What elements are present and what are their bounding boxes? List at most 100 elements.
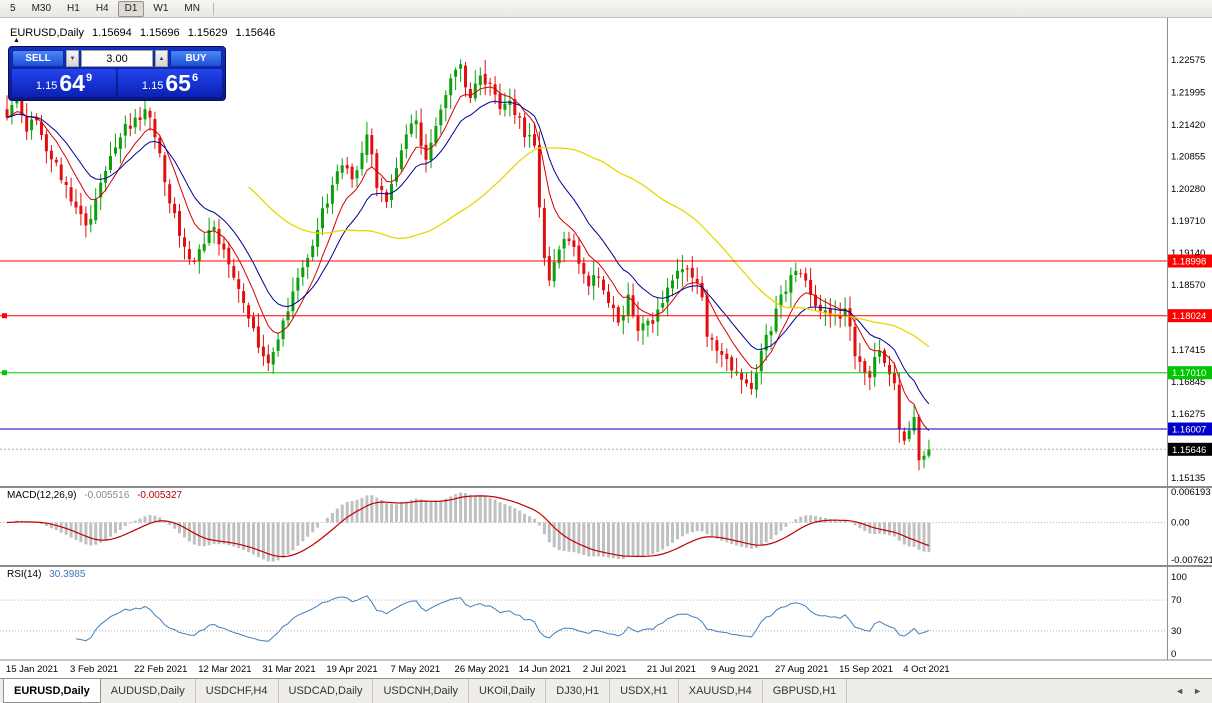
one-click-panel-toggle-icon[interactable]: ▲ xyxy=(13,37,20,44)
ohlc-low: 1.15629 xyxy=(187,27,228,39)
timeframe-button-mn[interactable]: MN xyxy=(184,2,200,14)
timeframe-button-m30[interactable]: M30 xyxy=(31,2,52,14)
macd-main-value: -0.005516 xyxy=(84,490,130,501)
price-axis: 1.22575 1.21995 1.21420 1.20855 1.20280 1.197… xyxy=(1168,55,1212,660)
chart-ohlc-title: EURUSD,Daily 1.15694 1.15696 1.15629 1.1… xyxy=(10,27,280,39)
svg-text:1.17010: 1.17010 xyxy=(1172,368,1206,379)
tab-usdx-h1[interactable]: USDX,H1 xyxy=(610,679,679,703)
svg-text:1.16845: 1.16845 xyxy=(1171,377,1205,388)
svg-text:-0.007621: -0.007621 xyxy=(1171,555,1212,566)
macd-name: MACD(12,26,9) xyxy=(7,490,77,501)
svg-text:70: 70 xyxy=(1171,595,1182,606)
svg-text:1.16275: 1.16275 xyxy=(1171,409,1205,420)
svg-text:1.20280: 1.20280 xyxy=(1171,184,1205,195)
volume-input[interactable]: 3.00 xyxy=(81,50,153,67)
timeframe-button-h4[interactable]: H4 xyxy=(95,2,109,14)
timeframe-button-h1[interactable]: H1 xyxy=(67,2,80,14)
macd-signal-value: -0.005327 xyxy=(137,490,183,501)
buy-button[interactable]: BUY xyxy=(170,50,222,67)
panel-separators xyxy=(0,18,1212,661)
tab-ukoil-daily[interactable]: UKOil,Daily xyxy=(469,679,547,703)
macd-indicator-label: MACD(12,26,9) -0.005516 -0.005327 xyxy=(7,490,182,501)
bid-point: 9 xyxy=(85,72,93,84)
chart-symbol-label: EURUSD,Daily xyxy=(10,27,84,39)
svg-text:1.18570: 1.18570 xyxy=(1171,280,1205,291)
ask-point: 6 xyxy=(191,72,199,84)
one-click-trading-panel: SELL ▼ 3.00 ▲ BUY 1.15 64 9 1.15 65 6 xyxy=(8,46,226,101)
svg-text:9 Aug 2021: 9 Aug 2021 xyxy=(711,664,759,675)
tabs-scroll-right-icon[interactable]: ► xyxy=(1193,686,1202,696)
svg-text:22 Feb 2021: 22 Feb 2021 xyxy=(134,664,187,675)
svg-text:0.006193: 0.006193 xyxy=(1171,487,1211,498)
chart-canvas[interactable]: 1.22575 1.21995 1.21420 1.20855 1.20280 1.197… xyxy=(0,18,1212,678)
volume-up-icon: ▲ xyxy=(158,55,165,62)
moving-average-lines xyxy=(6,86,930,432)
horizontal-level-lines[interactable] xyxy=(0,260,1167,450)
svg-text:0: 0 xyxy=(1171,649,1176,660)
svg-text:3 Feb 2021: 3 Feb 2021 xyxy=(70,664,118,675)
svg-text:1.18998: 1.18998 xyxy=(1172,256,1206,267)
svg-text:0.00: 0.00 xyxy=(1171,517,1190,528)
tab-eurusd-daily[interactable]: EURUSD,Daily xyxy=(3,679,101,703)
svg-text:15 Sep 2021: 15 Sep 2021 xyxy=(839,664,893,675)
svg-text:1.22575: 1.22575 xyxy=(1171,55,1205,66)
svg-text:26 May 2021: 26 May 2021 xyxy=(455,664,510,675)
svg-text:1.21420: 1.21420 xyxy=(1171,120,1205,131)
bid-prefix: 1.15 xyxy=(35,80,58,92)
tab-usdchf-h4[interactable]: USDCHF,H4 xyxy=(196,679,279,703)
svg-text:1.21995: 1.21995 xyxy=(1171,88,1205,99)
trade-panel-controls: SELL ▼ 3.00 ▲ BUY xyxy=(12,50,222,67)
timeframe-toolbar: 5 M30 H1 H4 D1 W1 MN xyxy=(0,0,1212,18)
tab-usdcnh-daily[interactable]: USDCNH,Daily xyxy=(373,679,470,703)
timeframe-button-5[interactable]: 5 xyxy=(10,2,16,14)
svg-text:31 Mar 2021: 31 Mar 2021 xyxy=(262,664,315,675)
tab-gbpusd-h1[interactable]: GBPUSD,H1 xyxy=(763,679,848,703)
svg-text:1.19140: 1.19140 xyxy=(1171,248,1205,259)
rsi-value: 30.3985 xyxy=(49,569,86,580)
timeframe-button-w1[interactable]: W1 xyxy=(153,2,169,14)
volume-increase-button[interactable]: ▲ xyxy=(155,50,168,67)
volume-decrease-button[interactable]: ▼ xyxy=(66,50,79,67)
svg-text:1.19710: 1.19710 xyxy=(1171,216,1205,227)
svg-text:100: 100 xyxy=(1171,572,1187,583)
ma-slow-line xyxy=(248,146,930,348)
ohlc-open: 1.15694 xyxy=(92,27,132,39)
svg-text:1.18024: 1.18024 xyxy=(1172,311,1206,322)
sell-button[interactable]: SELL xyxy=(12,50,64,67)
tabs-scroll-controls: ◄ ► xyxy=(1172,679,1212,703)
svg-text:1.20855: 1.20855 xyxy=(1171,152,1205,163)
tabs-scroll-left-icon[interactable]: ◄ xyxy=(1175,686,1185,696)
rsi-indicator-label: RSI(14) 30.3985 xyxy=(7,569,85,580)
rsi-series xyxy=(0,595,1167,642)
svg-text:1.17415: 1.17415 xyxy=(1171,345,1205,356)
ohlc-close: 1.15646 xyxy=(235,27,276,39)
candlestick-series xyxy=(5,59,931,471)
timeframe-button-d1[interactable]: D1 xyxy=(117,0,145,17)
bid-pips: 64 xyxy=(59,70,85,96)
tab-usdcad-daily[interactable]: USDCAD,Daily xyxy=(279,679,374,703)
svg-text:2 Jul 2021: 2 Jul 2021 xyxy=(583,664,627,675)
svg-text:21 Jul 2021: 21 Jul 2021 xyxy=(647,664,696,675)
toolbar-separator xyxy=(212,2,214,15)
ma-fast-line xyxy=(6,86,930,432)
svg-text:4 Oct 2021: 4 Oct 2021 xyxy=(903,664,949,675)
tab-dj30-h1[interactable]: DJ30,H1 xyxy=(546,679,611,703)
tab-xauusd-h4[interactable]: XAUUSD,H4 xyxy=(679,679,763,703)
svg-text:1.15135: 1.15135 xyxy=(1171,473,1205,484)
svg-text:1.15646: 1.15646 xyxy=(1172,445,1206,456)
chart-tabs-bar: EURUSD,Daily AUDUSD,Daily USDCHF,H4 USDCAD,… xyxy=(0,678,1212,703)
tab-audusd-daily[interactable]: AUDUSD,Daily xyxy=(101,679,196,703)
trade-panel-quotes: 1.15 64 9 1.15 65 6 xyxy=(12,69,222,97)
svg-text:30: 30 xyxy=(1171,626,1182,637)
macd-series xyxy=(0,492,1167,562)
rsi-name: RSI(14) xyxy=(7,569,42,580)
svg-text:27 Aug 2021: 27 Aug 2021 xyxy=(775,664,828,675)
bid-price[interactable]: 1.15 64 9 xyxy=(12,69,116,97)
svg-text:14 Jun 2021: 14 Jun 2021 xyxy=(519,664,571,675)
volume-down-icon: ▼ xyxy=(69,55,76,62)
svg-text:1.16007: 1.16007 xyxy=(1172,425,1206,436)
time-axis: 15 Jan 2021 3 Feb 2021 22 Feb 2021 12 Mar 2… xyxy=(6,664,950,675)
ohlc-high: 1.15696 xyxy=(139,27,180,39)
ask-price[interactable]: 1.15 65 6 xyxy=(118,69,222,97)
